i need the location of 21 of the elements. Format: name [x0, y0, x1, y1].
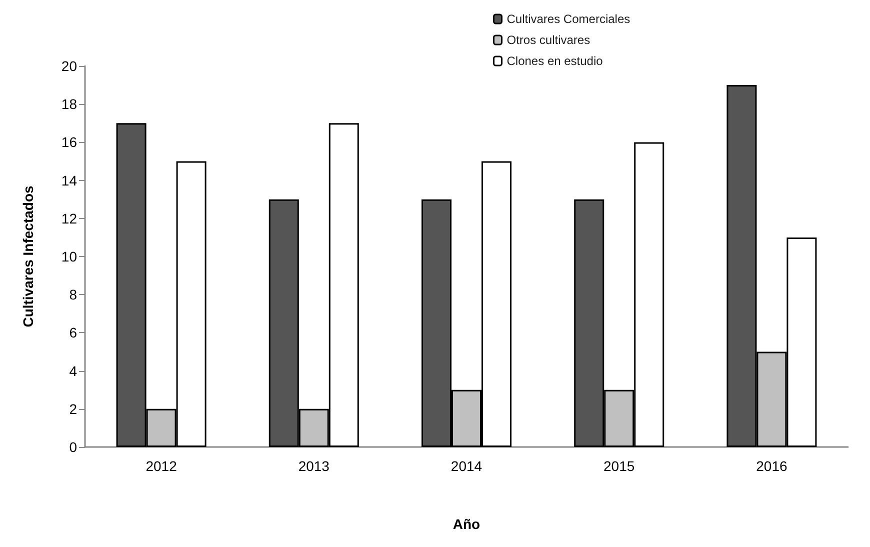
y-tick-label: 10	[61, 248, 78, 264]
x-tick-label: 2014	[450, 458, 482, 474]
y-tick-label: 18	[61, 96, 78, 112]
y-axis-title: Cultivares Infectados	[20, 185, 36, 328]
x-tick-label: 2016	[756, 458, 788, 474]
x-tick-label: 2012	[146, 458, 178, 474]
y-tick-label: 6	[69, 324, 78, 341]
legend-label: Otros cultivares	[506, 33, 590, 47]
y-tick-label: 12	[61, 210, 78, 226]
y-tick-label: 0	[69, 439, 78, 455]
legend-label: Clones en estudio	[506, 54, 604, 68]
y-tick-label: 8	[69, 286, 78, 303]
y-tick-label: 2	[69, 400, 78, 417]
y-tick-label: 20	[61, 58, 78, 74]
x-tick-label: 2015	[604, 458, 635, 474]
y-tick-label: 14	[61, 172, 78, 188]
legend-label: Cultivares Comerciales	[506, 12, 630, 26]
y-tick-label: 16	[61, 134, 78, 150]
x-axis-title: Año	[452, 516, 480, 532]
x-tick-label: 2013	[298, 458, 330, 474]
y-tick-label: 4	[69, 362, 78, 379]
